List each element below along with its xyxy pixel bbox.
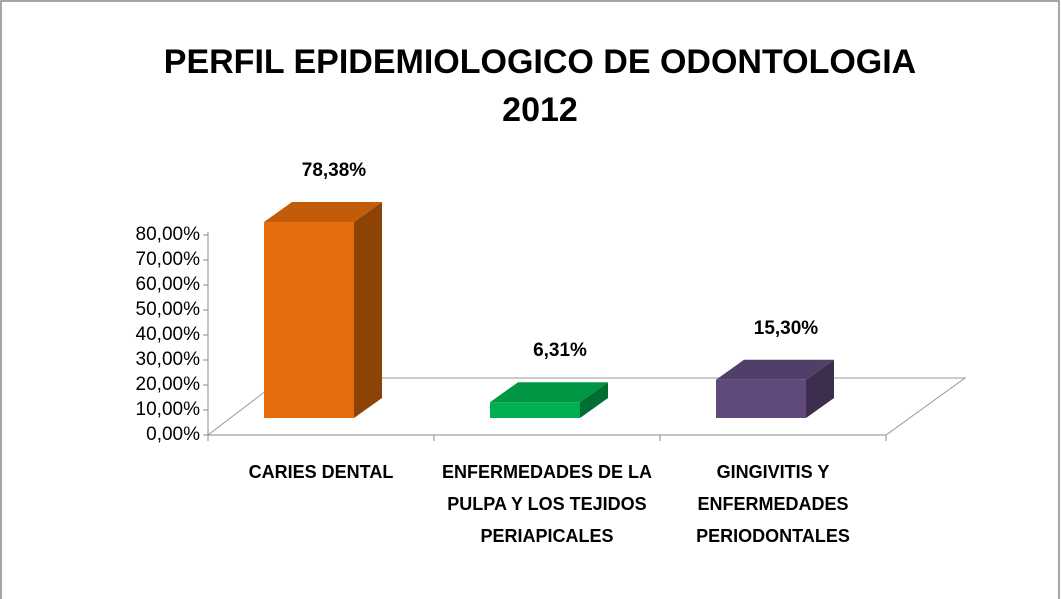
y-tick-label: 20,00% [136, 374, 201, 395]
chart-title: PERFIL EPIDEMIOLOGICO DE ODONTOLOGIA 201… [163, 43, 917, 129]
x-tick-label: GINGIVITIS Y ENFERMEDADES PERIODONTALES [696, 462, 850, 546]
value-label: 15,30% [754, 318, 819, 339]
bar-front [490, 402, 580, 418]
bar-side [806, 359, 834, 418]
y-tick-label: 80,00% [136, 224, 201, 245]
y-tick-label: 40,00% [136, 324, 201, 345]
y-tick-label: 10,00% [136, 399, 201, 420]
bar [264, 202, 382, 418]
bar-top [264, 202, 382, 223]
bar-front [264, 222, 354, 418]
bar [716, 359, 834, 418]
bar-side [354, 202, 382, 418]
bar [490, 382, 608, 418]
bar-top [716, 359, 834, 380]
value-label: 6,31% [533, 340, 587, 361]
y-tick-label: 30,00% [136, 349, 201, 370]
y-tick-label: 50,00% [136, 299, 201, 320]
y-tick-label: 0,00% [146, 424, 200, 445]
value-label: 78,38% [302, 160, 367, 181]
y-tick-label: 70,00% [136, 249, 201, 270]
bar-side [580, 382, 608, 418]
x-tick-label: CARIES DENTAL [248, 462, 394, 482]
bar-top [490, 382, 608, 403]
x-tick-label: ENFERMEDADES DE LA PULPA Y LOS TEJIDOS P… [441, 462, 652, 546]
y-tick-label: 60,00% [136, 274, 201, 295]
bar-front [716, 379, 806, 418]
